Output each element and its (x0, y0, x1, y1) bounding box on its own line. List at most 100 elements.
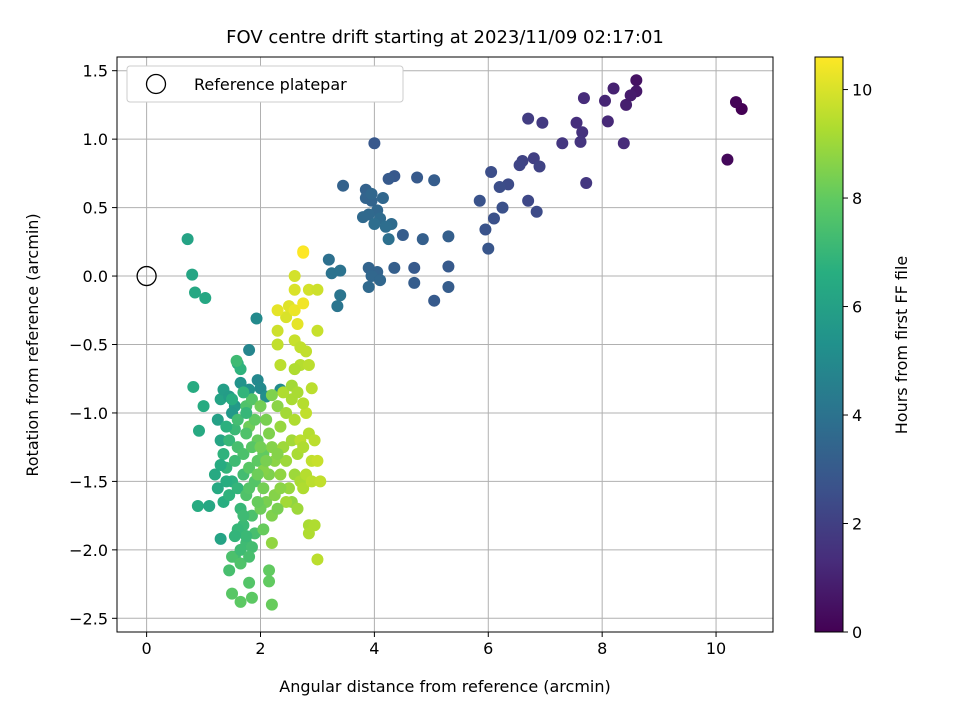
data-point (211, 413, 224, 426)
data-point (250, 312, 263, 325)
data-point (271, 448, 284, 461)
data-point (411, 171, 424, 184)
data-point (288, 304, 301, 317)
data-point (311, 324, 324, 337)
data-point (473, 194, 486, 207)
data-point (496, 201, 509, 214)
legend-marker-reference (145, 73, 167, 95)
data-point (322, 253, 335, 266)
data-point (228, 454, 241, 467)
data-point (193, 424, 205, 437)
data-point (362, 281, 375, 293)
data-point (479, 223, 492, 236)
data-point (305, 475, 318, 488)
data-point (271, 324, 284, 337)
legend: Reference platepar (126, 65, 404, 103)
data-point (530, 205, 543, 218)
data-point (379, 220, 392, 233)
data-point (191, 500, 204, 513)
data-point (251, 495, 264, 508)
data-point (282, 482, 295, 495)
data-point (243, 550, 256, 563)
data-point (536, 116, 549, 129)
data-point (556, 137, 569, 150)
data-point (260, 454, 273, 467)
data-point (231, 482, 244, 495)
x-tick-label: 6 (483, 639, 493, 658)
data-point (197, 400, 210, 413)
x-tick-label: 0 (142, 639, 152, 658)
data-point (302, 527, 315, 540)
y-tick-label: −1.0 (69, 404, 108, 423)
data-point (396, 228, 409, 241)
y-tick-label: 0.0 (83, 267, 108, 286)
data-point (248, 413, 261, 426)
data-point (288, 413, 301, 426)
data-point (428, 294, 441, 307)
data-point (211, 482, 224, 495)
data-point (265, 598, 278, 611)
data-point (243, 482, 256, 495)
colorbar (814, 56, 844, 633)
data-point (274, 420, 287, 433)
data-point (617, 137, 630, 150)
data-point (374, 274, 387, 287)
legend-box (126, 65, 404, 103)
data-point (376, 192, 389, 205)
data-point (223, 564, 236, 577)
data-point (522, 112, 535, 125)
data-point (368, 137, 381, 150)
data-point (237, 386, 250, 399)
data-point (271, 502, 284, 515)
data-point (570, 116, 583, 129)
data-point (271, 400, 284, 413)
colorbar-tick-label: 2 (852, 515, 862, 534)
data-point (274, 359, 287, 372)
data-point (297, 441, 310, 454)
data-point (311, 553, 324, 566)
data-point (217, 448, 230, 461)
points-layer (136, 74, 748, 611)
grid (117, 57, 773, 632)
data-point (208, 468, 221, 481)
data-point (265, 389, 278, 402)
data-point (302, 359, 315, 372)
data-point (297, 397, 310, 410)
data-point (482, 242, 495, 255)
data-point (493, 181, 506, 194)
legend-entry-reference: Reference platepar (194, 75, 347, 94)
data-point (181, 233, 194, 246)
data-point (223, 434, 236, 447)
data-point (214, 434, 227, 447)
data-point (203, 500, 216, 513)
y-tick-label: 1.0 (83, 130, 108, 149)
data-point (601, 115, 614, 128)
data-point (277, 386, 290, 399)
y-tick-label: 1.5 (83, 62, 108, 81)
y-axis-label: Rotation from reference (arcmin) (23, 213, 42, 476)
data-point (245, 541, 258, 554)
data-point (368, 218, 381, 231)
data-point (331, 300, 344, 313)
data-point (533, 160, 546, 173)
data-point (263, 427, 276, 440)
data-point (288, 363, 301, 376)
data-point (220, 420, 233, 433)
data-point (280, 454, 293, 467)
data-point (271, 304, 284, 317)
data-point (428, 174, 441, 187)
data-point (187, 380, 200, 393)
data-point (240, 406, 253, 419)
reference-point-marker (136, 265, 157, 287)
data-point (274, 468, 287, 481)
data-point (288, 283, 301, 296)
data-point (408, 276, 421, 289)
chart-title: FOV centre drift starting at 2023/11/09 … (226, 27, 664, 48)
data-point (291, 317, 304, 330)
data-point (254, 441, 267, 454)
colorbar-tick-label: 0 (852, 623, 862, 642)
data-point (240, 427, 253, 440)
y-axis-ticks: −2.5 −2.0 −1.5 −1.0 −0.5 0.0 0.5 1.0 1.5 (69, 62, 117, 628)
data-point (300, 345, 313, 358)
data-point (230, 354, 243, 367)
